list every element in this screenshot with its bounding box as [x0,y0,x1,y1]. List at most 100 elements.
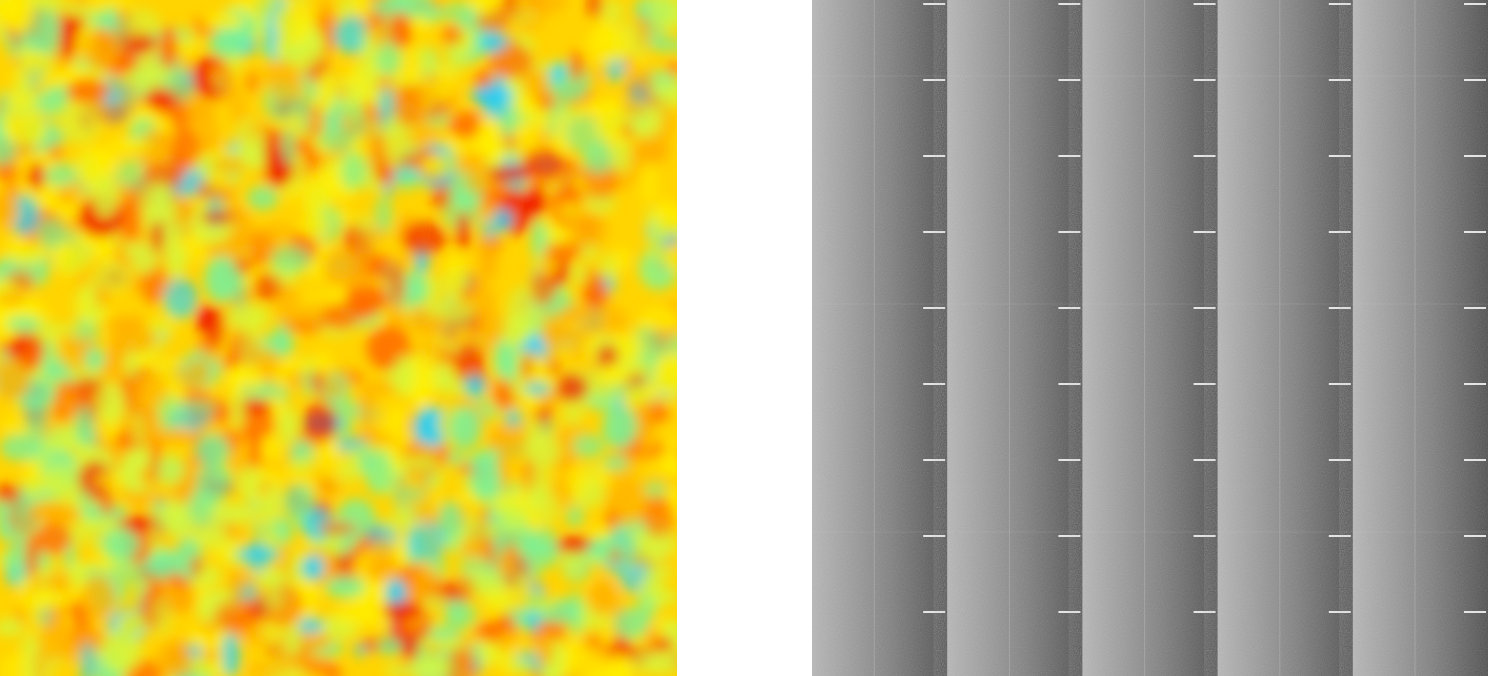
heatmap-blob [376,638,403,655]
heatmap-blob [479,236,498,282]
heatmap-blob [469,0,498,15]
heatmap-blob [132,411,146,454]
heatmap-blob [93,174,119,218]
heatmap-blob [9,92,32,106]
heatmap-blob [413,567,441,599]
heatmap-blob [500,496,526,531]
heatmap-blob [645,381,659,399]
heatmap-blob [74,405,95,446]
heatmap-blob [663,244,677,271]
heatmap-blob [555,115,569,157]
heatmap-blob [151,427,195,444]
heatmap-blob [316,71,336,114]
heatmap-blob [493,43,533,79]
heatmap-blob [228,568,246,600]
heatmap-blob [413,44,434,64]
heatmap-blob [369,537,395,574]
heatmap-blob [265,482,282,524]
heatmap-blob [456,212,470,251]
heatmap-blob [235,545,281,564]
heatmap-blob [361,32,376,66]
heatmap-blob [515,539,559,559]
heatmap-blob [15,494,30,529]
heatmap-blob [358,595,392,627]
heatmap-blob [391,452,405,474]
heatmap-layer [0,0,677,676]
heatmap-blob [222,526,244,539]
heatmap-blob [281,126,296,166]
heatmap-blob [270,76,304,103]
heatmap-blob [279,357,326,373]
heatmap-blob [29,501,68,522]
heatmap-blob [411,479,434,524]
heatmap-blob [535,631,554,667]
heatmap-blob [150,219,165,254]
grayscale-grain [947,0,1083,676]
heatmap-blob [526,509,542,533]
heatmap-blob [596,344,619,370]
heatmap-blob [137,128,172,172]
heatmap-blob [189,555,203,578]
heatmap-blob [206,305,226,348]
heatmap-blob [58,102,100,144]
heatmap-blob [416,654,452,676]
heatmap-blob [524,382,551,396]
heatmap-blob [24,395,48,437]
heatmap-blob [22,458,43,498]
heatmap-blob [321,440,341,483]
heatmap-blob [525,0,568,15]
heatmap-blob [166,242,187,278]
heatmap-image [0,0,677,676]
heatmap-blob [285,456,328,493]
heatmap-blob [265,584,282,609]
heatmap-blob [507,660,533,673]
heatmap-blob [42,432,87,452]
heatmap-blob [59,627,78,653]
heatmap-blob [0,357,31,401]
heatmap-blob [582,143,614,175]
heatmap-blob [229,96,249,124]
heatmap-blob [391,487,427,500]
heatmap-blob [0,190,19,230]
heatmap-blob [523,434,561,468]
heatmap-blob [321,303,360,330]
heatmap-blob [582,263,597,286]
heatmap-blob [324,377,344,401]
heatmap-blob [302,554,325,581]
heatmap-blob [211,64,232,80]
heatmap-blob [648,0,677,31]
heatmap-blob [210,503,255,519]
heatmap-blob [423,295,444,317]
heatmap-blob [568,50,584,82]
heatmap-blob [302,401,338,444]
heatmap-blob [37,217,66,249]
heatmap-blob [171,128,200,171]
heatmap-blob [608,650,630,676]
heatmap-blob [155,395,183,432]
heatmap-blob [201,209,236,225]
grayscale-grain [1082,0,1218,676]
heatmap-svg [0,0,677,676]
heatmap-blob [585,306,628,337]
heatmap-blob [470,85,514,105]
heatmap-blob [506,70,524,110]
heatmap-blob [301,210,327,240]
heatmap-blob [383,128,413,165]
heatmap-blob [493,208,513,232]
heatmap-blob [78,490,92,507]
heatmap-blob [391,262,406,305]
grayscale-strip-image [812,0,1488,676]
heatmap-blob [499,109,517,138]
heatmap-blob [487,166,529,181]
heatmap-blob [495,380,513,410]
heatmap-blob [197,619,220,634]
heatmap-blob [470,460,502,502]
heatmap-blob [43,163,79,188]
heatmap-blob [530,270,557,306]
heatmap-blob [304,631,332,652]
heatmap-blob [602,405,637,449]
heatmap-blob [345,283,388,317]
heatmap-blob [54,242,89,278]
heatmap-blob [365,450,394,495]
